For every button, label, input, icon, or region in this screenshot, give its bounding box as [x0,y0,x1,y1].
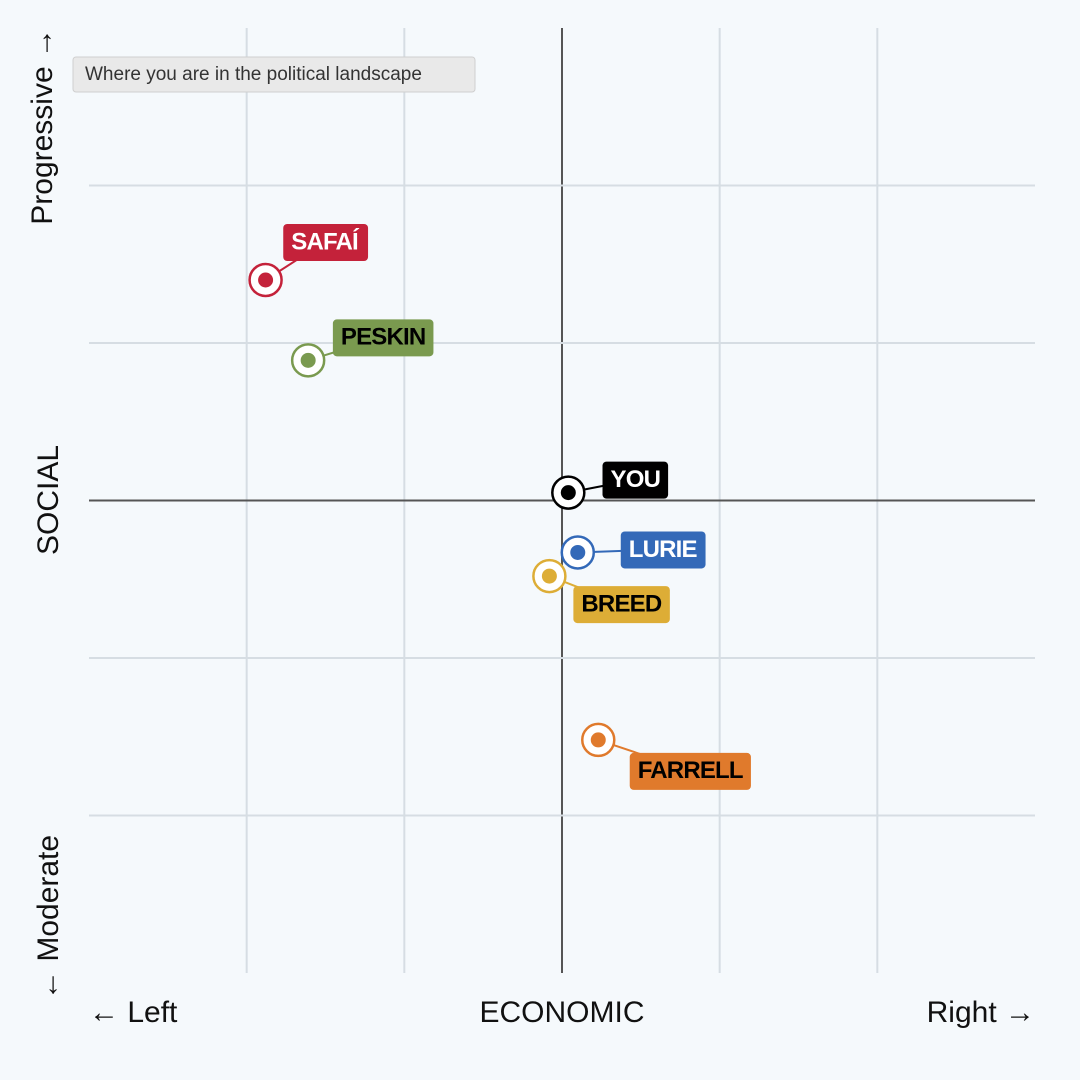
candidate: PESKIN [290,319,434,378]
label-box [629,752,751,790]
point-dot [570,544,586,560]
y-bottom-label: ← Moderate [32,835,65,1000]
point-label: PESKIN [341,324,426,351]
point-label: YOU [611,466,661,493]
x-left-label: ← Left [89,996,178,1029]
x-right-label: Right → [927,996,1035,1029]
point-dot [541,568,557,584]
point-dot [560,485,576,501]
point-label: FARRELL [638,757,743,784]
tooltip-text: Where you are in the political landscape [85,64,422,85]
point-label: SAFAÍ [291,227,360,255]
y-axis-title: SOCIAL [32,445,65,555]
x-axis-title: ECONOMIC [480,996,645,1029]
candidate: FARRELL [581,722,751,790]
candidate: BREED [532,558,670,624]
point-dot [590,732,606,748]
grid [89,28,1035,973]
point-dot [258,272,274,288]
label-box [602,461,669,499]
candidate: SAFAÍ [248,224,369,298]
point-label: BREED [581,590,661,617]
tooltip-box [72,56,476,93]
label-box [283,224,369,261]
point-dot [300,352,316,368]
candidate: LURIE [560,531,706,570]
label-box [573,586,670,624]
tooltip: Where you are in the political landscape [72,56,476,93]
marks: SAFAÍ PESKIN YOU LURIE BREED FARRELL [248,224,751,790]
label-box [332,319,434,357]
point-label: LURIE [629,536,698,563]
candidate: YOU [551,461,669,510]
label-box [620,531,706,569]
y-top-label: Progressive → [26,28,59,225]
